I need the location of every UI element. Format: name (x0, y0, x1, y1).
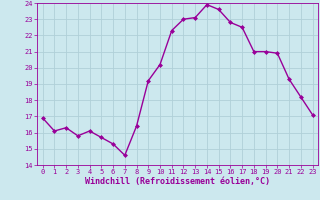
X-axis label: Windchill (Refroidissement éolien,°C): Windchill (Refroidissement éolien,°C) (85, 177, 270, 186)
